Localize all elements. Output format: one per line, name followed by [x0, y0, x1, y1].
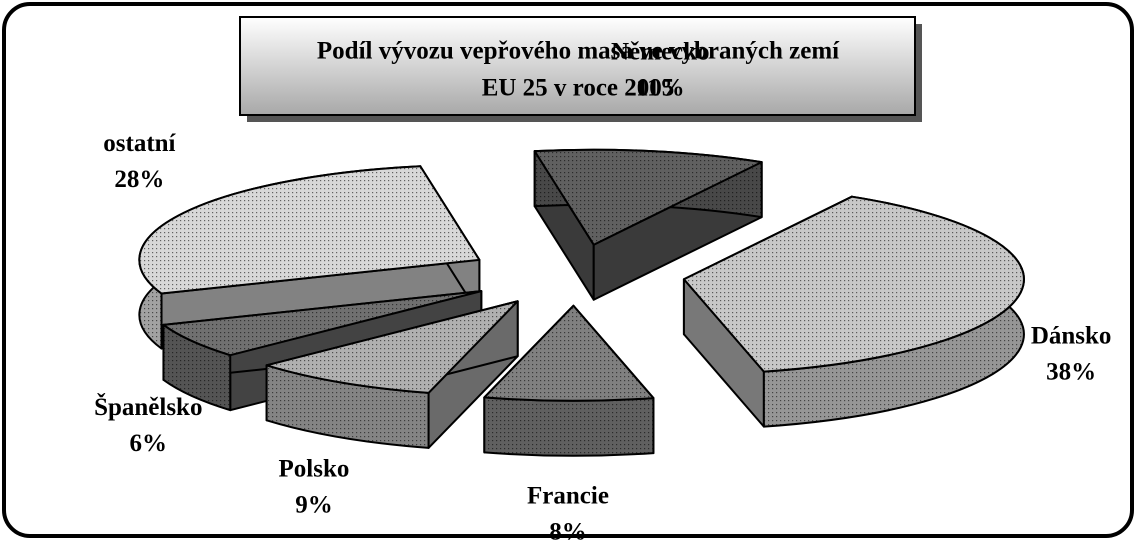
value-label: 8%	[549, 518, 587, 541]
category-label: Španělsko	[94, 393, 202, 421]
slice-top-texture	[163, 291, 482, 356]
chart-title: EU 25 v roce 2005	[482, 75, 675, 102]
slice-side-texture	[163, 324, 231, 411]
slice-top-texture	[484, 305, 654, 401]
slice	[682, 195, 1025, 428]
slice-top-texture	[266, 301, 518, 393]
value-label: 6%	[130, 430, 168, 457]
category-label: ostatní	[103, 130, 176, 157]
slice	[483, 304, 655, 457]
value-label: 38%	[1046, 359, 1096, 386]
value-label: 28%	[114, 166, 164, 193]
slice-side-texture	[484, 397, 654, 456]
chart-title: Podíl vývozu vepřového masa ve vybraných…	[317, 38, 840, 65]
slice	[138, 165, 481, 350]
pie	[138, 148, 1025, 457]
slice	[533, 148, 763, 301]
category-label: Francie	[527, 482, 609, 509]
title-box	[239, 16, 916, 116]
slice	[265, 300, 519, 449]
slice-top-texture	[683, 196, 1024, 372]
category-label: Polsko	[279, 455, 350, 482]
labels: Německo 11% ostatní 28% Dánsko 38% Španělsko 6%…	[94, 39, 1111, 541]
slice-side-texture	[266, 365, 429, 448]
category-label: Dánsko	[1031, 323, 1112, 350]
value-label: 9%	[295, 491, 333, 518]
slice-top-texture	[534, 149, 762, 245]
slice-top-texture	[139, 166, 480, 294]
value-label: 11%	[636, 75, 685, 102]
category-label: Německo	[611, 39, 710, 66]
